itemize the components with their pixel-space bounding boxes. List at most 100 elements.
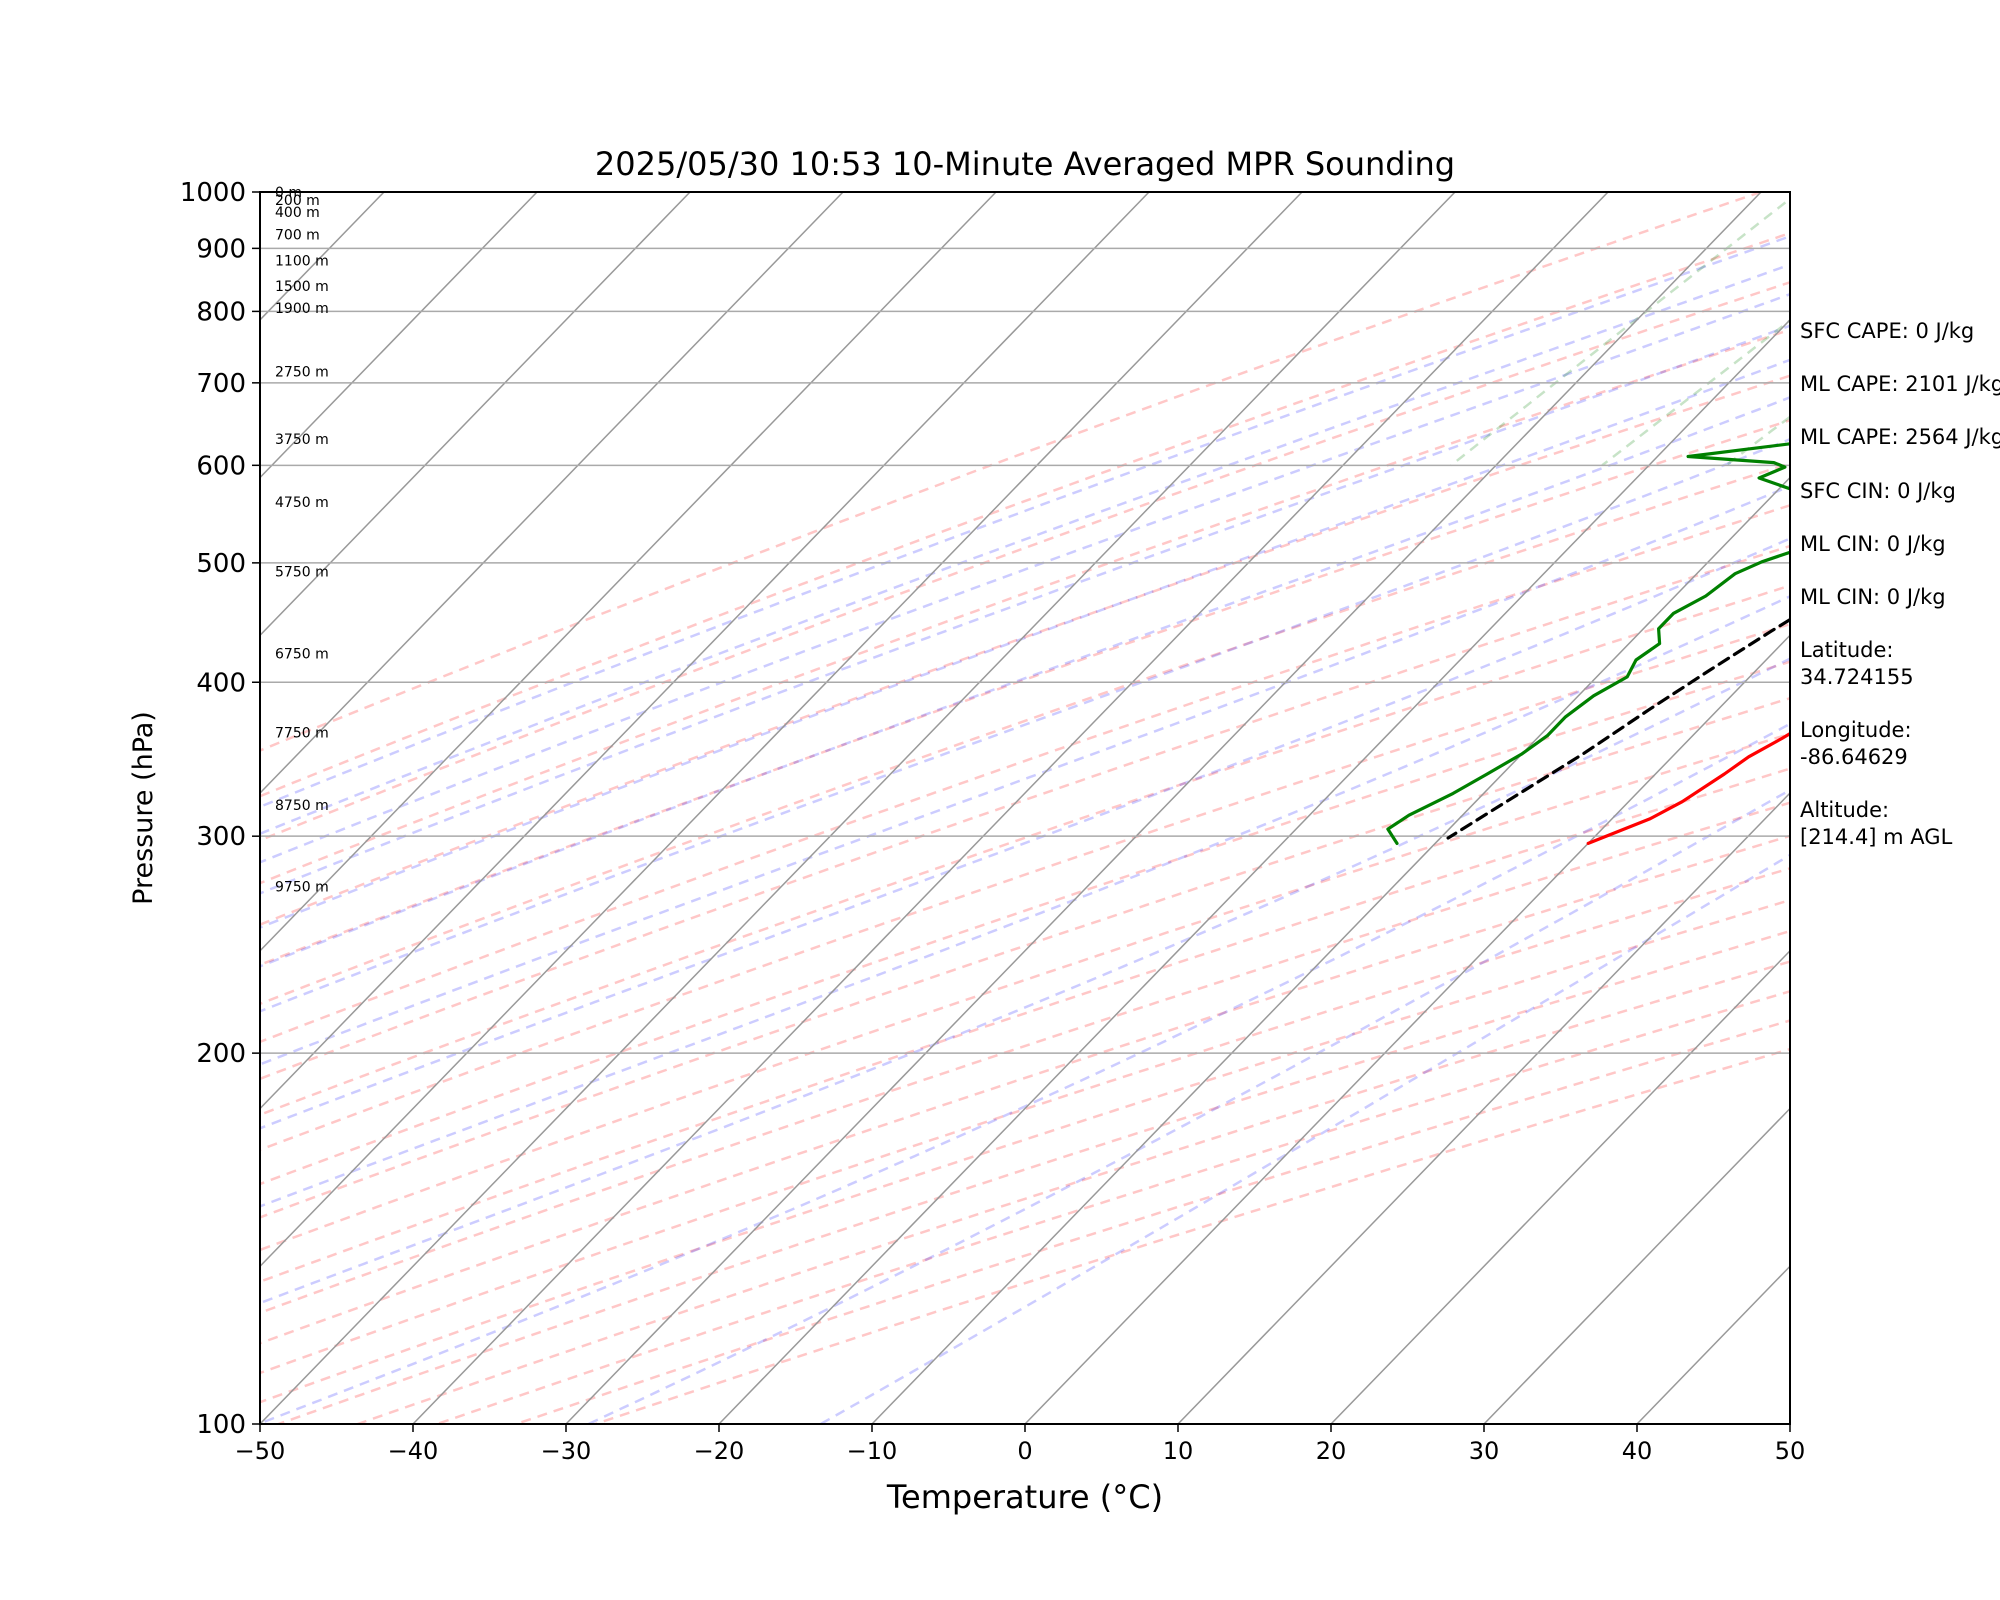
x-axis-ticks: −50 −40 −30 −20 −10 0 10 20 30 40 50 — [235, 1424, 1806, 1465]
plot-frame — [259, 191, 1791, 1425]
moist-adiabat — [260, 234, 1790, 809]
info-panel: SFC CAPE: 0 J/kg ML CAPE: 2101 J/kg ML C… — [1800, 319, 2000, 849]
pressure-gridlines — [260, 247, 1790, 1054]
dry-adiabat — [260, 231, 1790, 798]
parcel-path-line — [1446, 617, 1790, 840]
height-label: 6750 m — [275, 647, 329, 663]
height-label: 200 m — [275, 193, 320, 209]
chart-title: 2025/05/30 10:53 10-Minute Averaged MPR … — [595, 145, 1455, 183]
ml-cape-text-1: ML CAPE: 2101 J/kg — [1800, 372, 2000, 396]
x-tick-label: −30 — [541, 1437, 592, 1465]
isotherm — [871, 476, 1790, 1424]
height-label: 400 m — [275, 205, 320, 221]
isotherm — [412, 192, 1609, 1424]
background-lines — [0, 192, 1790, 1424]
dry-adiabat — [260, 696, 1790, 1219]
isotherm — [260, 192, 1150, 1110]
ml-cape-text-2: ML CAPE: 2564 J/kg — [1800, 425, 2000, 449]
y-tick-label: 200 — [196, 1039, 246, 1069]
dry-adiabat — [260, 767, 1790, 1283]
isotherm — [1483, 1107, 1790, 1424]
dry-adiabat — [260, 374, 1790, 926]
x-tick-label: 30 — [1469, 1437, 1500, 1465]
moist-adiabat — [260, 484, 1790, 1066]
height-label: 4750 m — [275, 495, 329, 511]
isotherm — [565, 192, 1762, 1424]
height-label: 9750 m — [275, 880, 329, 896]
isotherm — [260, 192, 997, 952]
moist-adiabat — [260, 358, 1790, 929]
moist-adiabat — [820, 853, 1790, 1424]
y-tick-label: 700 — [196, 369, 246, 399]
isotherm — [260, 192, 1303, 1268]
sfc-cape-text: SFC CAPE: 0 J/kg — [1800, 319, 1974, 343]
dry-adiabat — [260, 544, 1790, 1081]
y-axis-ticks: 100 200 300 400 500 600 700 800 900 1000 — [180, 178, 260, 1440]
isotherm — [1330, 949, 1790, 1424]
moist-adiabat — [260, 657, 1790, 1305]
y-tick-label: 400 — [196, 668, 246, 698]
x-tick-label: −40 — [388, 1437, 439, 1465]
sounding-series — [1386, 442, 1790, 846]
x-axis-label: Temperature (°C) — [886, 1478, 1163, 1516]
isotherm — [0, 192, 78, 1424]
dry-adiabat — [515, 1019, 1790, 1424]
dry-adiabat — [260, 898, 1790, 1404]
ml-cin-text-1: ML CIN: 0 J/kg — [1800, 532, 1946, 556]
y-tick-label: 600 — [196, 451, 246, 481]
moist-adiabat — [260, 396, 1790, 968]
y-tick-label: 500 — [196, 549, 246, 579]
x-tick-label: 40 — [1622, 1437, 1653, 1465]
height-label: 700 m — [275, 227, 320, 243]
x-tick-label: −20 — [694, 1437, 745, 1465]
height-label: 0 m — [275, 185, 302, 201]
moist-adiabat — [260, 292, 1790, 864]
height-label: 2750 m — [275, 364, 329, 380]
x-tick-label: −50 — [235, 1437, 286, 1465]
dry-adiabat — [260, 732, 1790, 1252]
y-tick-label: 100 — [196, 1410, 246, 1440]
isotherm — [260, 192, 1456, 1424]
latitude-label: Latitude: — [1800, 638, 1894, 662]
isotherm — [260, 192, 538, 479]
height-label: 1900 m — [275, 301, 329, 317]
dry-adiabat — [357, 960, 1790, 1424]
x-tick-label: 10 — [1163, 1437, 1194, 1465]
ml-cin-text-2: ML CIN: 0 J/kg — [1800, 585, 1946, 609]
altitude-label: Altitude: — [1800, 798, 1889, 822]
x-tick-label: 20 — [1316, 1437, 1347, 1465]
dry-adiabat — [278, 929, 1790, 1424]
mixing-ratio-line — [1450, 197, 1790, 467]
dry-adiabat — [260, 280, 1790, 842]
dry-adiabat — [260, 867, 1790, 1375]
temperature-line — [1586, 731, 1790, 846]
moist-adiabat — [260, 324, 1790, 895]
isotherm — [718, 318, 1790, 1424]
isotherm — [260, 192, 844, 795]
x-tick-label: 0 — [1017, 1437, 1032, 1465]
height-label: 3750 m — [275, 432, 329, 448]
dry-adiabat — [260, 584, 1790, 1117]
y-tick-label: 900 — [196, 234, 246, 264]
isotherm — [1024, 634, 1790, 1424]
x-tick-label: −10 — [847, 1437, 898, 1465]
dry-adiabat — [260, 834, 1790, 1345]
height-label: 1100 m — [275, 253, 329, 269]
latitude-value: 34.724155 — [1800, 665, 1914, 689]
y-axis-label: Pressure (hPa) — [128, 711, 159, 905]
y-tick-label: 1000 — [180, 178, 246, 208]
dry-adiabat — [260, 504, 1790, 1044]
dewpoint-line — [1386, 442, 1790, 846]
isotherm — [1177, 791, 1790, 1424]
height-label: 7750 m — [275, 726, 329, 742]
y-tick-label: 300 — [196, 822, 246, 852]
longitude-label: Longitude: — [1800, 718, 1912, 742]
x-tick-label: 50 — [1775, 1437, 1806, 1465]
height-label: 5750 m — [275, 564, 329, 580]
longitude-value: -86.64629 — [1800, 745, 1908, 769]
dry-adiabat — [260, 418, 1790, 967]
y-tick-label: 800 — [196, 297, 246, 327]
height-label: 1500 m — [275, 279, 329, 295]
